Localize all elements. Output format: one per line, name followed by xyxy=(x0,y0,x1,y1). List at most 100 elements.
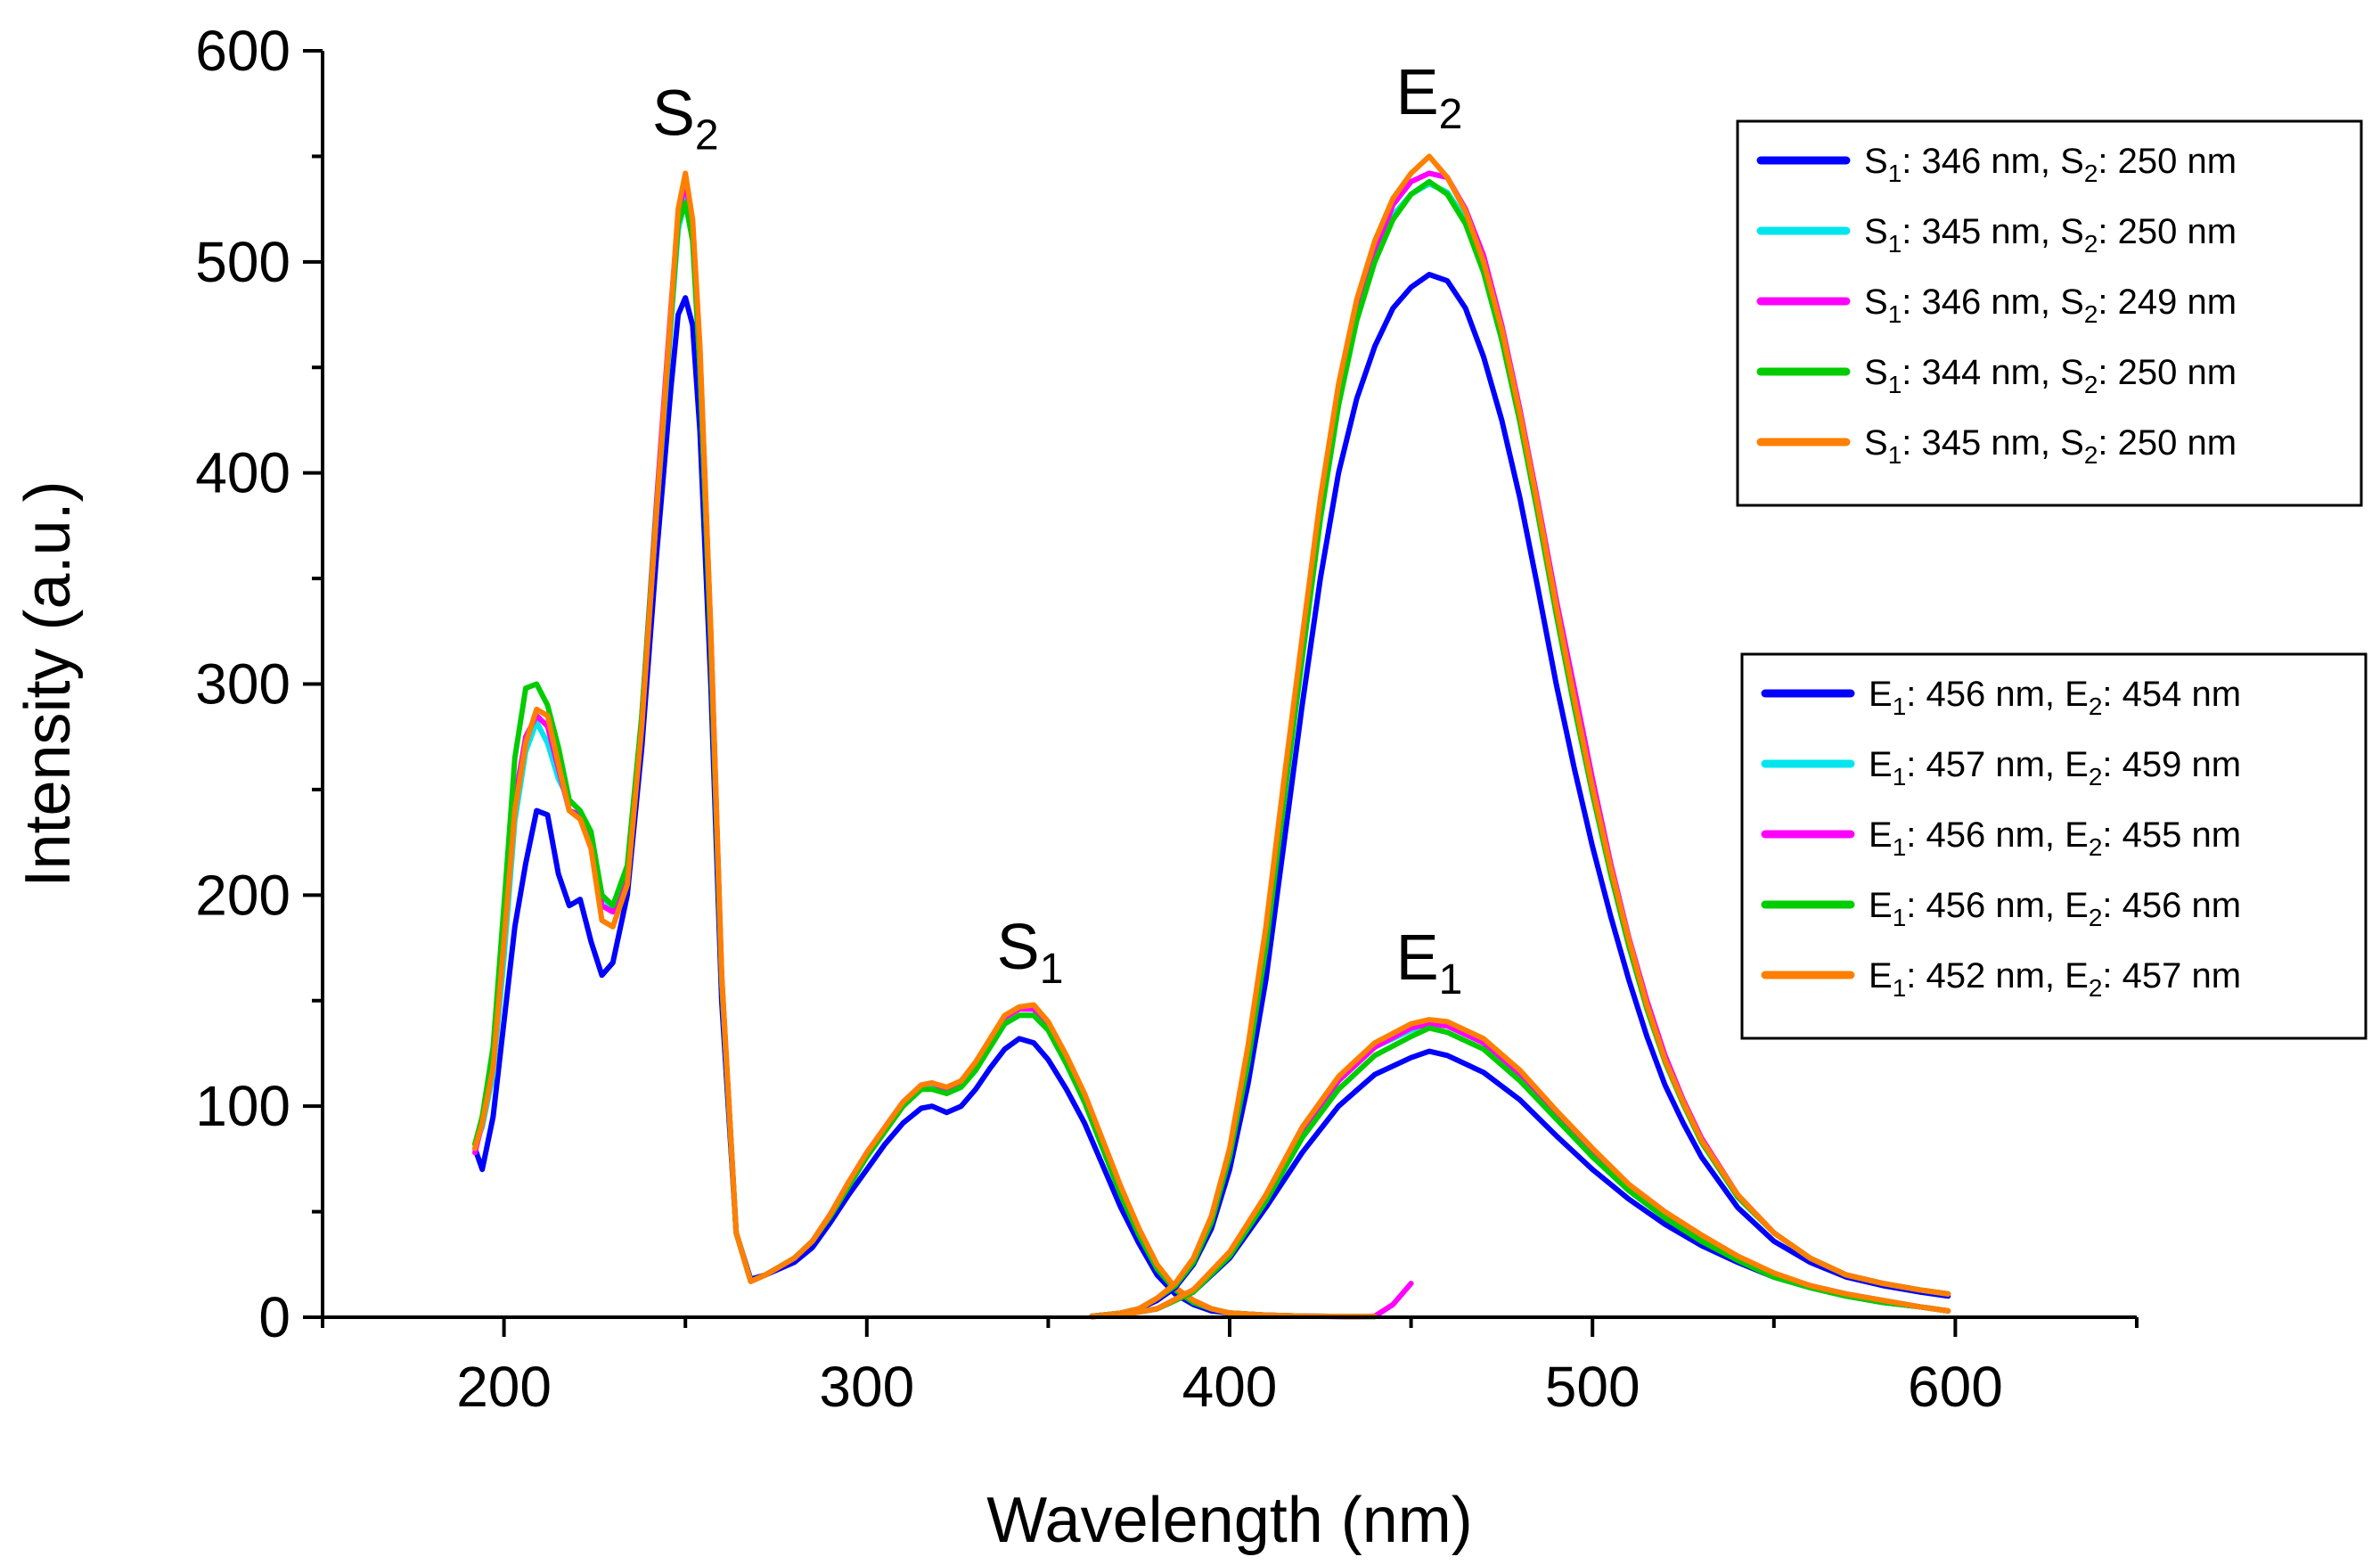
legend-text-part: S xyxy=(2060,423,2084,463)
series-line-3 xyxy=(472,200,1378,1320)
legend-text-part: E xyxy=(1869,745,1893,784)
legend-entry: S1: 345 nm, S2: 250 nm xyxy=(1864,212,2237,258)
legend-text-part: S xyxy=(2060,353,2084,392)
legend-text-part: : 456 nm, xyxy=(1906,815,2065,855)
legend-subscript: 1 xyxy=(1893,974,1907,1002)
series-line-14 xyxy=(1089,1017,1951,1320)
series-line-0 xyxy=(472,295,1378,1320)
legend-text-part: : 345 nm, xyxy=(1902,423,2060,463)
legend-text-part: : 457 nm, xyxy=(1906,745,2065,784)
series-line-2 xyxy=(472,178,1414,1320)
legend-text-part: E xyxy=(2065,815,2089,855)
legend-entry: S1: 346 nm, S2: 250 nm xyxy=(1864,142,2237,187)
legend-subscript: 1 xyxy=(1888,230,1902,258)
legend-text-part: E xyxy=(2065,956,2089,996)
y-tick-label: 600 xyxy=(195,19,290,83)
legend-text-part: : 249 nm xyxy=(2098,283,2237,322)
legend-text-part: S xyxy=(1864,142,1888,181)
legend-text-part: S xyxy=(1864,353,1888,392)
legend-subscript: 2 xyxy=(2084,300,2098,328)
y-tick-label: 100 xyxy=(195,1074,290,1138)
legend-subscript: 2 xyxy=(2084,160,2098,187)
series-line-5 xyxy=(1089,272,1951,1319)
legend-entry: E1: 456 nm, E2: 456 nm xyxy=(1869,886,2241,931)
peak-label-subscript: 1 xyxy=(1439,956,1463,1004)
legend-entry: S1: 346 nm, S2: 249 nm xyxy=(1864,283,2237,328)
legend-text-part: S xyxy=(2060,142,2084,181)
legend-subscript: 2 xyxy=(2089,833,2103,861)
legend-subscript: 1 xyxy=(1888,160,1902,187)
series-line-1 xyxy=(472,195,1378,1320)
legend-text-part: E xyxy=(2065,886,2089,925)
legend-subscript: 2 xyxy=(2089,904,2103,931)
x-tick-label: 200 xyxy=(456,1355,552,1419)
legend-text-part: : 456 nm, xyxy=(1906,675,2065,714)
legend-text-part: : 455 nm xyxy=(2102,815,2241,855)
legend-subscript: 2 xyxy=(2084,230,2098,258)
x-tick-label: 500 xyxy=(1545,1355,1640,1419)
series-line-9 xyxy=(1089,153,1951,1319)
peak-label-e2: E2 xyxy=(1396,57,1463,138)
x-tick-label: 400 xyxy=(1182,1355,1278,1419)
peak-label-base: S xyxy=(997,912,1040,983)
peak-label-subscript: 2 xyxy=(1439,91,1463,138)
legend-text-part: S xyxy=(1864,423,1888,463)
legend-subscript: 1 xyxy=(1893,833,1907,861)
peak-label-base: E xyxy=(1396,922,1439,994)
legend-text-part: : 250 nm xyxy=(2098,353,2237,392)
x-tick-label: 600 xyxy=(1908,1355,2003,1419)
legend-text-part: S xyxy=(1864,283,1888,322)
legend-text-part: E xyxy=(2065,745,2089,784)
legend-subscript: 1 xyxy=(1893,904,1907,931)
y-tick-label: 200 xyxy=(195,863,290,927)
legend-subscript: 1 xyxy=(1893,763,1907,791)
legend-subscript: 2 xyxy=(2084,371,2098,398)
series-line-4 xyxy=(472,170,1378,1320)
peak-label-s2: S2 xyxy=(652,78,719,160)
peak-label-subscript: 1 xyxy=(1040,946,1064,993)
legend-text-part: E xyxy=(1869,956,1893,996)
legend-entry: E1: 456 nm, E2: 455 nm xyxy=(1869,815,2241,861)
legend-text-part: : 250 nm xyxy=(2098,423,2237,463)
legend-text-part: S xyxy=(2060,212,2084,251)
peak-label-base: S xyxy=(652,78,695,150)
legend-text-part: : 456 nm xyxy=(2102,886,2241,925)
legend-text-part: E xyxy=(1869,815,1893,855)
legend-entry: E1: 457 nm, E2: 459 nm xyxy=(1869,745,2241,791)
legend-text-part: S xyxy=(1864,212,1888,251)
legend-subscript: 2 xyxy=(2089,763,2103,791)
legend-text-part: : 344 nm, xyxy=(1902,353,2060,392)
x-tick-label: 300 xyxy=(819,1355,914,1419)
legend-text-part: S xyxy=(2060,283,2084,322)
legend-subscript: 2 xyxy=(2089,692,2103,720)
legend-entry: E1: 452 nm, E2: 457 nm xyxy=(1869,956,2241,1002)
legend-text-part: E xyxy=(1869,886,1893,925)
axes: 0 100 200 300 400 500 600 200 300 400 500 600 xyxy=(195,19,2139,1419)
legend-subscript: 1 xyxy=(1888,371,1902,398)
legend-text-part: : 345 nm, xyxy=(1902,212,2060,251)
peak-label-subscript: 2 xyxy=(695,112,719,160)
legend-text-part: : 454 nm xyxy=(2102,675,2241,714)
legend-text-part: : 456 nm, xyxy=(1906,886,2065,925)
legend-entry: E1: 456 nm, E2: 454 nm xyxy=(1869,675,2241,720)
legend-subscript: 1 xyxy=(1888,441,1902,469)
y-tick-label: 500 xyxy=(195,230,290,294)
legend-subscript: 2 xyxy=(2089,974,2103,1002)
legend-text-part: : 346 nm, xyxy=(1902,142,2060,181)
plot-area xyxy=(472,153,1951,1320)
legend-text-part: : 457 nm xyxy=(2102,956,2241,996)
x-axis-title: Wavelength (nm) xyxy=(986,1485,1473,1556)
legend-text-part: : 459 nm xyxy=(2102,745,2241,784)
peak-label-base: E xyxy=(1396,57,1439,128)
legend-text-part: : 452 nm, xyxy=(1906,956,2065,996)
legend-text-part: : 346 nm, xyxy=(1902,283,2060,322)
legend-entry: S1: 344 nm, S2: 250 nm xyxy=(1864,353,2237,398)
legend-subscript: 2 xyxy=(2084,441,2098,469)
legend-text-part: : 250 nm xyxy=(2098,142,2237,181)
legend-subscript: 1 xyxy=(1893,692,1907,720)
y-tick-label: 400 xyxy=(195,441,290,505)
legend-entry: S1: 345 nm, S2: 250 nm xyxy=(1864,423,2237,469)
